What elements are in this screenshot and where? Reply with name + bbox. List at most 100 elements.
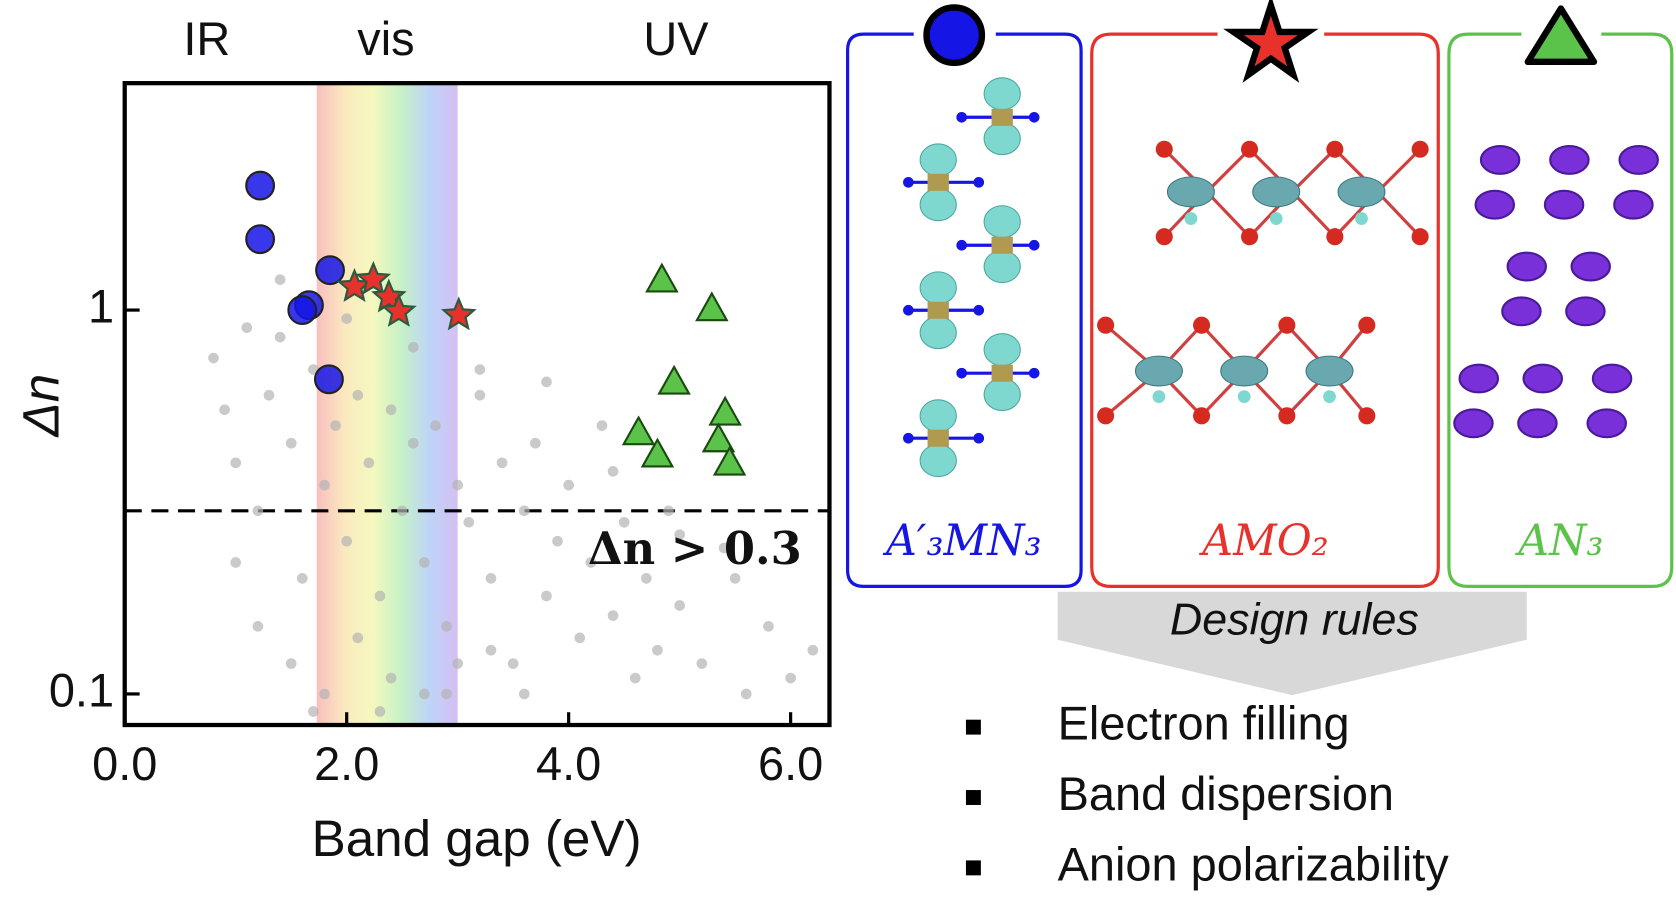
point: [419, 557, 430, 568]
point: [219, 404, 230, 416]
region-label: UV: [643, 13, 709, 65]
structure-blue: [903, 77, 1040, 478]
point: [241, 322, 253, 333]
x-tick-label: 4.0: [536, 738, 601, 790]
region-label: vis: [357, 13, 414, 65]
point: [341, 535, 353, 547]
point: [385, 404, 397, 416]
point: [485, 573, 497, 584]
panel-icon: [923, 4, 986, 67]
panel-label: AMO₂: [1198, 516, 1328, 566]
point: [657, 364, 691, 395]
point: [452, 479, 464, 491]
point: [618, 516, 630, 528]
point: [355, 260, 392, 295]
point: [574, 632, 586, 644]
x-axis-label: Band gap (eV): [312, 810, 642, 867]
rule-item: Band dispersion: [1058, 768, 1394, 820]
point: [621, 415, 656, 446]
x-tick-label: 0.0: [92, 738, 157, 790]
x-tick-label: 2.0: [314, 738, 379, 790]
point: [352, 389, 364, 401]
point: [807, 644, 819, 656]
point: [695, 291, 729, 322]
point: [596, 420, 608, 431]
point: [308, 706, 319, 717]
point: [441, 621, 452, 632]
point: [330, 420, 341, 431]
point: [645, 262, 679, 293]
point: [245, 170, 276, 201]
point: [374, 590, 386, 602]
point: [629, 672, 641, 684]
point: [252, 621, 264, 632]
y-tick-label: 0.1: [49, 664, 114, 716]
point: [396, 505, 408, 517]
scatter-chart: 0.0 2.0 4.0 6.0 0.1 1: [49, 81, 832, 790]
point: [274, 274, 286, 285]
point: [274, 331, 286, 343]
y-tick-label: 1: [88, 280, 114, 332]
point: [341, 313, 353, 324]
point: [319, 479, 330, 491]
panel-label: A′₃MN₃: [882, 516, 1042, 566]
point: [663, 505, 674, 517]
point: [296, 573, 308, 584]
bullet: [965, 719, 981, 735]
point: [245, 224, 276, 255]
point: [407, 341, 419, 353]
x-tick-label: 6.0: [758, 738, 823, 790]
design-title: Design rules: [1170, 594, 1419, 644]
panel-icon: [1223, 0, 1319, 83]
panel-label: AN₃: [1514, 516, 1603, 566]
point: [541, 376, 552, 388]
structure-green: [1453, 145, 1659, 439]
rule-item: Anion polarizability: [1058, 838, 1450, 890]
point: [285, 658, 297, 669]
visible-band: [316, 83, 458, 726]
point: [380, 293, 417, 327]
y-axis-label: Δn: [12, 374, 69, 438]
point: [518, 505, 530, 517]
point: [352, 632, 364, 644]
point: [474, 389, 486, 401]
point: [452, 658, 464, 669]
point: [607, 466, 619, 477]
structure-red: [1097, 140, 1429, 425]
design-arrow: [1057, 591, 1527, 696]
point: [641, 573, 652, 584]
point: [285, 437, 297, 449]
point: [315, 255, 345, 286]
point: [230, 557, 242, 568]
point: [208, 352, 219, 364]
point: [474, 364, 486, 375]
point: [252, 505, 264, 517]
point: [319, 688, 330, 700]
point: [507, 658, 519, 669]
rule-item: Electron filling: [1058, 698, 1350, 750]
point: [530, 437, 541, 449]
point: [430, 420, 441, 431]
point: [696, 658, 708, 669]
point: [763, 621, 774, 632]
region-label: IR: [183, 13, 230, 65]
point: [701, 422, 736, 453]
point: [287, 295, 318, 325]
point: [441, 688, 452, 700]
point: [718, 542, 730, 554]
point: [740, 688, 752, 700]
point: [463, 516, 475, 528]
point: [785, 672, 796, 684]
point: [563, 479, 574, 491]
point: [363, 457, 375, 469]
point: [230, 457, 242, 469]
point: [374, 706, 386, 717]
panel-icon: [1524, 5, 1598, 66]
plot-frame: [122, 81, 832, 728]
point: [485, 644, 497, 656]
point: [652, 644, 663, 656]
point: [712, 445, 747, 476]
point: [674, 529, 685, 540]
point: [385, 672, 397, 684]
